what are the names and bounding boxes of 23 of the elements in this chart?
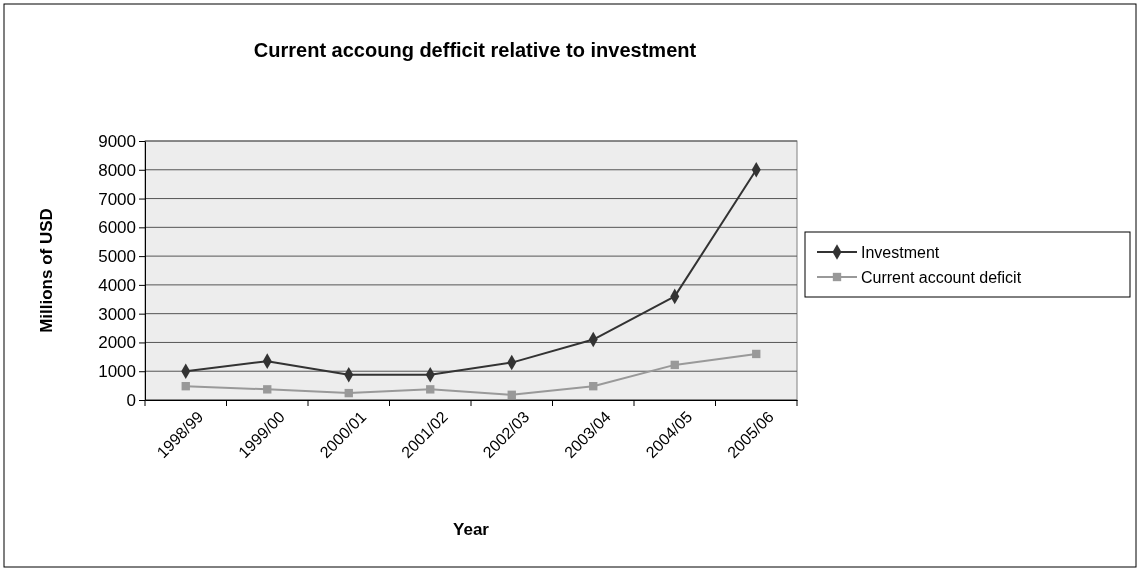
y-tick-label: 6000	[98, 218, 136, 238]
x-axis-title: Year	[453, 520, 490, 539]
y-tick-label: 3000	[98, 304, 136, 324]
chart-title: Current accoung defficit relative to investment	[253, 39, 697, 61]
point	[589, 382, 598, 391]
legend-label: Current account deficit	[861, 268, 1022, 286]
y-tick-label: 4000	[98, 275, 136, 295]
y-axis-title: Millions of USD	[37, 208, 56, 333]
legend-label: Investment	[861, 243, 940, 261]
y-tick-label: 7000	[98, 189, 136, 209]
point	[263, 385, 272, 394]
point	[752, 349, 761, 359]
point	[507, 390, 516, 399]
y-tick-label: 2000	[98, 333, 136, 353]
point	[344, 388, 353, 398]
point	[670, 360, 679, 370]
point	[181, 382, 190, 391]
y-tick-label: 1000	[98, 362, 136, 382]
point	[426, 385, 435, 394]
y-tick-label: 5000	[98, 247, 136, 267]
y-tick-label: 8000	[98, 160, 136, 180]
y-tick-label: 9000	[98, 131, 136, 151]
y-tick-label: 0	[126, 390, 136, 410]
